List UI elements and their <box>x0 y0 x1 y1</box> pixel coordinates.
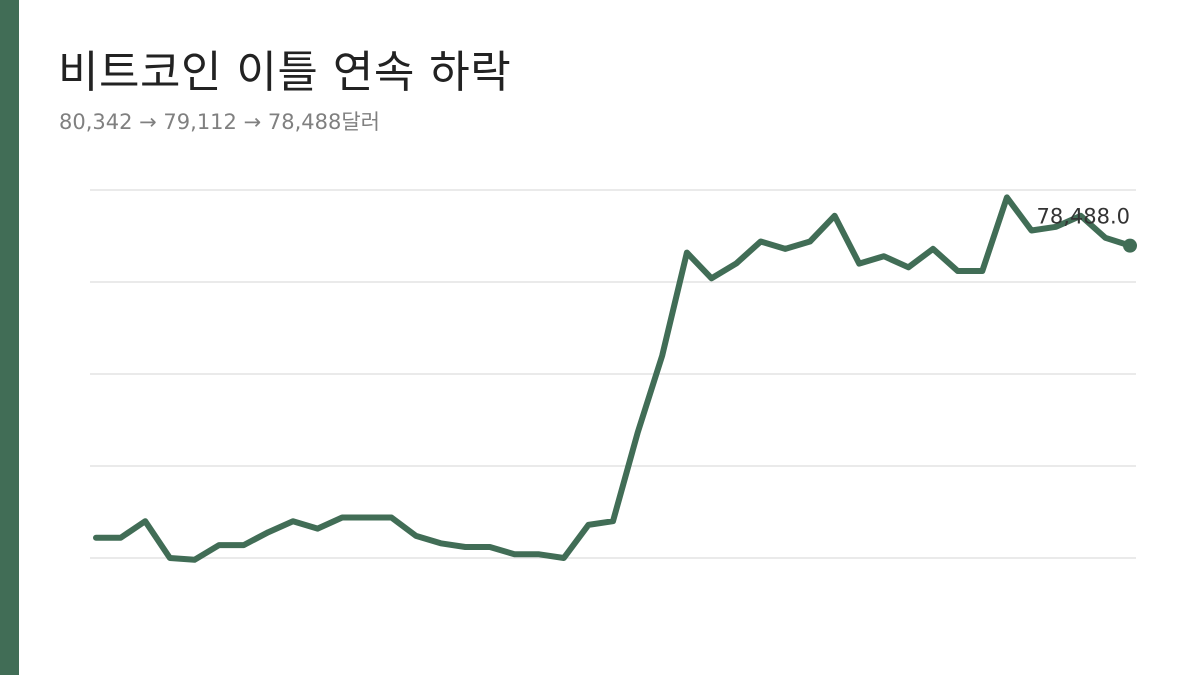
page-subtitle: 80,342 → 79,112 → 78,488달러 <box>59 110 380 134</box>
series-layer <box>93 194 1137 563</box>
end-point-marker <box>1123 238 1137 253</box>
accent-bar <box>0 0 19 675</box>
label-layer: 78,488.0 <box>1036 205 1130 229</box>
series-line <box>93 194 1133 563</box>
end-value-label: 78,488.0 <box>1036 205 1130 229</box>
grid-layer <box>90 189 1136 559</box>
page-title: 비트코인 이틀 연속 하락 <box>58 47 512 98</box>
